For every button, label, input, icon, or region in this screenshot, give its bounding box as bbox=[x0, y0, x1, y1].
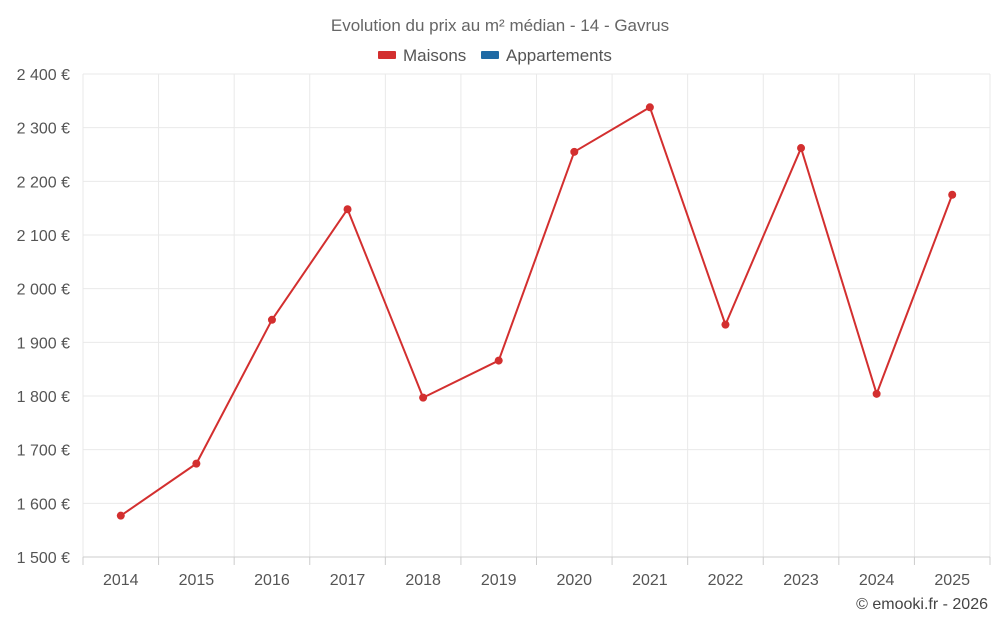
x-tick-label: 2024 bbox=[859, 572, 895, 589]
data-point[interactable] bbox=[948, 190, 957, 199]
chart-title: Evolution du prix au m² médian - 14 - Ga… bbox=[331, 16, 669, 35]
data-point[interactable] bbox=[267, 315, 276, 324]
y-axis-labels: 1 500 € 1 600 € 1 700 € 1 800 € 1 900 € 2 000… bbox=[17, 67, 70, 567]
credit-text: © emooki.fr - 2026 bbox=[856, 596, 988, 613]
legend-swatch-maisons bbox=[378, 51, 396, 59]
x-gridlines bbox=[82, 74, 991, 565]
data-point[interactable] bbox=[343, 205, 352, 214]
x-tick-label: 2019 bbox=[481, 572, 517, 589]
x-tick-label: 2020 bbox=[556, 572, 592, 589]
x-tick-label: 2021 bbox=[632, 572, 668, 589]
y-tick-label: 2 300 € bbox=[17, 121, 70, 138]
legend: Maisons Appartements bbox=[378, 46, 612, 65]
y-tick-label: 2 000 € bbox=[17, 282, 70, 299]
series-line-maisons bbox=[120, 106, 954, 517]
series-layer bbox=[116, 103, 957, 520]
x-tick-label: 2025 bbox=[934, 572, 970, 589]
data-point[interactable] bbox=[419, 393, 428, 402]
y-tick-label: 2 100 € bbox=[17, 228, 70, 245]
y-tick-label: 1 800 € bbox=[17, 389, 70, 406]
data-point[interactable] bbox=[570, 147, 579, 156]
y-tick-label: 1 600 € bbox=[17, 496, 70, 513]
x-axis-labels: 2014 2015 2016 2017 2018 2019 2020 2021 2022 2023… bbox=[103, 572, 970, 589]
y-tick-label: 1 700 € bbox=[17, 443, 70, 460]
legend-label-maisons[interactable]: Maisons bbox=[403, 46, 466, 65]
y-tick-label: 1 500 € bbox=[17, 550, 70, 567]
y-tick-label: 2 200 € bbox=[17, 174, 70, 191]
legend-swatch-appartements bbox=[481, 51, 499, 59]
x-tick-label: 2016 bbox=[254, 572, 290, 589]
x-tick-label: 2015 bbox=[179, 572, 215, 589]
data-point[interactable] bbox=[494, 356, 503, 365]
y-tick-label: 1 900 € bbox=[17, 335, 70, 352]
data-point[interactable] bbox=[721, 320, 730, 329]
data-point[interactable] bbox=[797, 144, 806, 153]
x-tick-label: 2023 bbox=[783, 572, 819, 589]
legend-label-appartements[interactable]: Appartements bbox=[506, 46, 612, 65]
data-point[interactable] bbox=[872, 389, 881, 398]
data-point[interactable] bbox=[116, 511, 125, 520]
x-tick-label: 2018 bbox=[405, 572, 441, 589]
x-tick-label: 2017 bbox=[330, 572, 366, 589]
x-tick-label: 2022 bbox=[708, 572, 744, 589]
x-tick-label: 2014 bbox=[103, 572, 139, 589]
data-point[interactable] bbox=[645, 103, 654, 112]
data-point[interactable] bbox=[192, 459, 201, 468]
y-tick-label: 2 400 € bbox=[17, 67, 70, 84]
